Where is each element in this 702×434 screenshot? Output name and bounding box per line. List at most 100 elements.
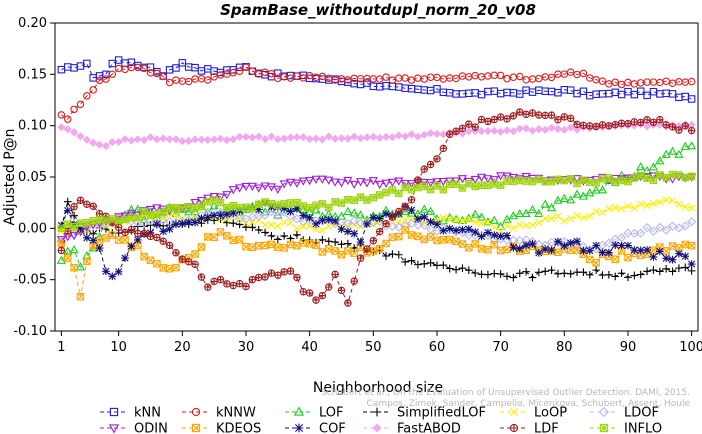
y-tick-label: 0.00 (18, 221, 47, 236)
legend-item-fastabod: FastABOD (363, 422, 461, 434)
point-inflo (541, 178, 549, 186)
point-ldof (655, 222, 665, 233)
point-inflo (274, 201, 282, 209)
point-simplifiedlof (636, 270, 645, 279)
point-inflo (83, 218, 91, 227)
point-inflo (687, 172, 696, 181)
point-fastabod (152, 135, 161, 144)
point-inflo (395, 189, 403, 198)
point-ldf (286, 267, 295, 275)
point-ldof (457, 227, 468, 238)
point-loop (624, 202, 632, 210)
point-simplifiedlof (331, 238, 339, 246)
point-cof (216, 211, 225, 220)
point-lof (489, 215, 499, 224)
point-knnw (624, 78, 632, 87)
point-simplifiedlof (146, 221, 155, 230)
point-ldof (546, 237, 557, 247)
point-cof (414, 215, 422, 223)
point-fastabod (133, 135, 142, 144)
point-ldof (343, 219, 353, 229)
point-loop (477, 219, 486, 227)
point-odin (483, 175, 493, 184)
point-kdeos (566, 246, 575, 255)
point-odin (349, 180, 359, 189)
y-tick-label: 0.15 (18, 67, 47, 82)
point-inflo (369, 193, 378, 202)
point-cof (305, 213, 314, 222)
point-simplifiedlof (235, 220, 244, 229)
point-odin (496, 172, 506, 181)
point-cof (312, 220, 320, 228)
point-cof (643, 246, 651, 254)
point-ldf (325, 283, 333, 291)
point-cof (299, 211, 308, 220)
point-inflo (382, 188, 390, 197)
point-knnw (547, 73, 556, 82)
series-ldf (57, 108, 696, 307)
point-cof (375, 214, 384, 223)
point-ldof (285, 211, 296, 221)
point-odin (419, 178, 429, 188)
point-simplifiedlof (318, 235, 327, 244)
point-inflo (668, 170, 677, 179)
point-ldof (432, 226, 442, 236)
point-lof (69, 244, 79, 254)
point-loop (471, 218, 479, 226)
point-loop (649, 199, 658, 208)
point-ldf (172, 249, 180, 257)
point-kdeos (108, 231, 117, 239)
point-simplifiedlof (541, 267, 550, 276)
point-ldf (484, 117, 492, 126)
point-loop (280, 218, 288, 227)
point-fastabod (235, 132, 244, 141)
point-loop (465, 215, 473, 224)
point-odin (254, 184, 264, 193)
point-knnw (375, 75, 384, 83)
point-fastabod (642, 122, 652, 131)
point-ldf (293, 273, 301, 282)
point-inflo (57, 224, 66, 233)
point-knn (70, 64, 78, 72)
point-lof (483, 217, 493, 226)
point-fastabod (350, 132, 359, 141)
series-fastabod (57, 120, 696, 150)
point-simplifiedlof (471, 269, 480, 277)
point-loop (452, 216, 460, 224)
point-lof (636, 161, 646, 171)
point-fastabod (572, 125, 582, 134)
point-kdeos (414, 232, 422, 241)
point-inflo (547, 177, 556, 186)
point-odin (241, 182, 251, 192)
point-fastabod (318, 135, 327, 144)
point-fastabod (299, 133, 308, 142)
point-simplifiedlof (407, 256, 416, 265)
point-simplifiedlof (458, 264, 467, 273)
point-cof (566, 239, 575, 247)
point-inflo (636, 172, 645, 180)
series-inflo (57, 170, 696, 233)
point-ldf (566, 114, 575, 123)
point-odin (375, 180, 385, 190)
point-fastabod (324, 132, 333, 141)
point-fastabod (286, 133, 295, 142)
point-inflo (102, 216, 110, 224)
point-lof (336, 211, 347, 220)
point-lof (406, 208, 417, 217)
point-inflo (261, 198, 269, 206)
point-kdeos (611, 255, 619, 264)
point-ldf (407, 196, 416, 204)
point-inflo (70, 222, 78, 231)
point-simplifiedlof (280, 232, 289, 240)
point-fastabod (420, 130, 429, 139)
point-odin (425, 179, 436, 188)
point-simplifiedlof (528, 273, 537, 282)
point-knnw (496, 71, 505, 80)
point-odin (247, 182, 257, 192)
point-ldf (178, 255, 187, 263)
point-kdeos (452, 237, 460, 246)
point-fastabod (426, 129, 435, 138)
point-cof (293, 204, 301, 213)
point-ldof (406, 218, 417, 228)
point-knn (496, 89, 505, 98)
